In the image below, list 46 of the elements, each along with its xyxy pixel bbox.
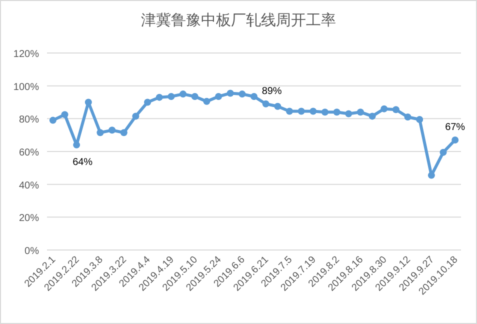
point — [84, 98, 92, 106]
point — [368, 112, 376, 120]
point — [215, 93, 222, 100]
point — [144, 98, 152, 106]
data-label: 67% — [445, 122, 466, 133]
ytick: 60% — [18, 148, 39, 158]
point — [180, 90, 187, 98]
point — [49, 116, 56, 124]
point — [238, 90, 246, 98]
point — [428, 172, 435, 179]
point — [191, 93, 198, 100]
point — [168, 93, 175, 100]
point — [274, 102, 282, 110]
point — [203, 98, 210, 105]
point — [156, 94, 163, 101]
point — [250, 93, 258, 100]
point — [310, 108, 317, 115]
point — [356, 108, 364, 116]
point — [404, 114, 412, 121]
point — [345, 110, 352, 118]
data-label: 89% — [262, 86, 282, 97]
point — [73, 141, 80, 148]
point — [262, 100, 270, 108]
ytick: 80% — [18, 114, 39, 126]
point — [61, 111, 68, 118]
ytick: 20% — [18, 213, 39, 224]
point — [380, 105, 388, 112]
point — [416, 116, 424, 123]
ytick: 120% — [13, 49, 39, 60]
title: 津冀鲁豫中板厂轧线周开工率 — [141, 12, 336, 29]
data-label: 64% — [72, 156, 93, 168]
point — [298, 108, 305, 115]
point — [226, 90, 234, 97]
point — [120, 129, 128, 136]
ytick: 40% — [18, 180, 39, 192]
point — [108, 126, 116, 134]
point — [96, 129, 104, 136]
point — [333, 108, 340, 116]
point — [440, 148, 447, 156]
ytick: 0% — [24, 246, 39, 257]
point — [392, 106, 400, 114]
point — [452, 136, 459, 144]
point — [286, 108, 293, 115]
point — [132, 112, 140, 120]
ytick: 100% — [13, 82, 39, 93]
point — [321, 108, 328, 116]
